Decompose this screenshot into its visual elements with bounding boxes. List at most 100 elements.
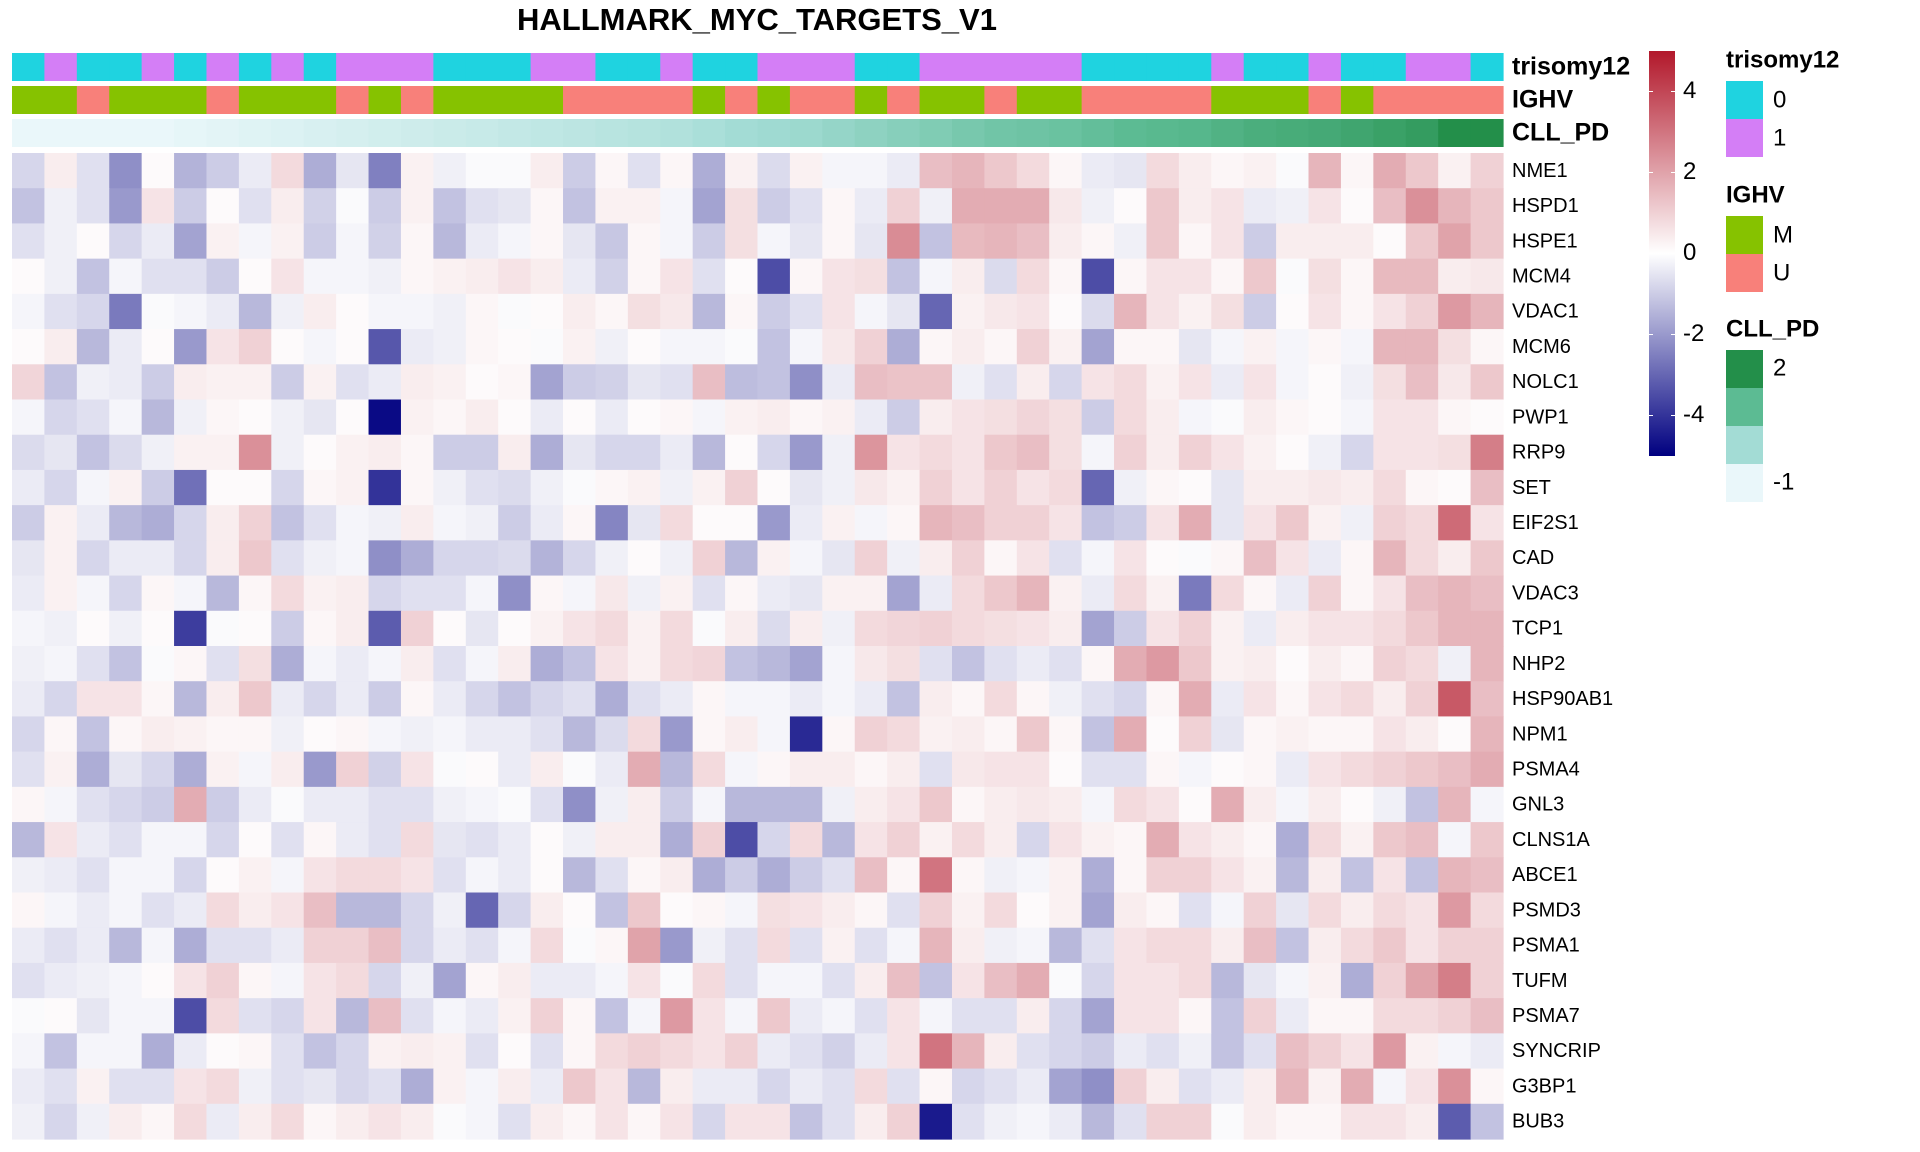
annotation-cell (984, 86, 1018, 114)
heatmap-cell (433, 540, 467, 577)
heatmap-cell (433, 681, 467, 718)
heatmap-cell (1178, 1068, 1212, 1105)
heatmap-cell (465, 681, 499, 718)
heatmap-cell (109, 1068, 143, 1105)
heatmap-cell (692, 223, 726, 260)
heatmap-cell (1470, 575, 1504, 612)
heatmap-cell (789, 153, 823, 189)
heatmap-cell (854, 575, 888, 612)
colorbar-tick-label: -2 (1683, 320, 1704, 347)
annotation-cell (1405, 86, 1439, 114)
heatmap-cell (1114, 927, 1148, 964)
heatmap-cell (400, 1068, 434, 1105)
heatmap-cell (1438, 399, 1472, 436)
heatmap-cell (1340, 293, 1374, 330)
heatmap-cell (692, 998, 726, 1034)
row-label: CAD (1512, 547, 1554, 569)
heatmap-cell (1049, 188, 1083, 225)
heatmap-cell (1178, 822, 1212, 858)
heatmap-cell (271, 1068, 305, 1105)
heatmap-cell (1049, 646, 1083, 682)
heatmap-cell (1405, 716, 1439, 753)
row-label: PSMA4 (1512, 759, 1580, 781)
heatmap-cell (757, 1033, 791, 1070)
heatmap-cell (984, 998, 1018, 1034)
row-label: G3BP1 (1512, 1075, 1576, 1097)
heatmap-cell (757, 751, 791, 788)
heatmap-cell (563, 927, 597, 964)
heatmap-cell (1405, 1033, 1439, 1070)
heatmap-cell (757, 540, 791, 577)
heatmap-cell (498, 293, 532, 330)
heatmap-cell (174, 927, 208, 964)
heatmap-cell (789, 329, 823, 365)
heatmap-cell (1470, 399, 1504, 436)
annotation-cell (1146, 119, 1180, 147)
heatmap-cell (1308, 822, 1342, 858)
heatmap-cell (1438, 258, 1472, 295)
heatmap-cell (887, 223, 921, 260)
heatmap-cell (530, 822, 564, 858)
heatmap-cell (206, 364, 240, 401)
heatmap-cell (238, 786, 272, 823)
heatmap-cell (238, 293, 272, 330)
annotation-cell (498, 86, 532, 114)
heatmap-cell (1340, 364, 1374, 401)
heatmap-cell (951, 434, 985, 471)
heatmap-cell (271, 1033, 305, 1070)
heatmap-cell (660, 188, 694, 225)
heatmap-cell (725, 258, 759, 295)
heatmap-cell (1114, 364, 1148, 401)
heatmap-cell (76, 822, 110, 858)
heatmap-cell (692, 293, 726, 330)
heatmap-cell (303, 188, 337, 225)
heatmap-cell (1243, 716, 1277, 753)
heatmap-cell (76, 575, 110, 612)
heatmap-cell (400, 188, 434, 225)
heatmap-cell (725, 751, 759, 788)
heatmap-cell (400, 153, 434, 189)
heatmap-cell (822, 540, 856, 577)
heatmap-cell (76, 1033, 110, 1070)
heatmap-cell (1146, 998, 1180, 1034)
heatmap-cell (271, 681, 305, 718)
heatmap-cell (951, 927, 985, 964)
heatmap-cell (984, 786, 1018, 823)
heatmap-cell (174, 188, 208, 225)
heatmap-cell (595, 610, 629, 647)
heatmap-cell (1016, 153, 1050, 189)
heatmap-cell (919, 329, 953, 365)
heatmap-cell (206, 469, 240, 506)
heatmap-cell (660, 399, 694, 436)
heatmap-cell (1373, 258, 1407, 295)
heatmap-cell (174, 962, 208, 999)
heatmap-cell (757, 681, 791, 718)
heatmap-cell (887, 857, 921, 894)
heatmap-cell (692, 822, 726, 858)
annotation-cell (1405, 53, 1439, 81)
annotation-cell (854, 53, 888, 81)
heatmap-cell (1016, 927, 1050, 964)
heatmap-cell (1340, 998, 1374, 1034)
heatmap-cell (498, 469, 532, 506)
heatmap-cell (465, 329, 499, 365)
heatmap-cell (174, 399, 208, 436)
heatmap-cell (12, 434, 46, 471)
heatmap-cell (1016, 575, 1050, 612)
heatmap-cell (757, 399, 791, 436)
heatmap-cell (1016, 962, 1050, 999)
heatmap-cell (595, 1068, 629, 1105)
annotation-cell (141, 53, 175, 81)
heatmap-cell (951, 962, 985, 999)
heatmap-cell (984, 223, 1018, 260)
heatmap-cell (109, 399, 143, 436)
heatmap-cell (822, 293, 856, 330)
annotation-cell (725, 119, 759, 147)
heatmap-cell (498, 223, 532, 260)
heatmap-cell (1049, 434, 1083, 471)
heatmap-cell (1405, 329, 1439, 365)
annotation-cell (1178, 86, 1212, 114)
row-label: PSMA7 (1512, 1005, 1580, 1027)
heatmap-cell (271, 575, 305, 612)
